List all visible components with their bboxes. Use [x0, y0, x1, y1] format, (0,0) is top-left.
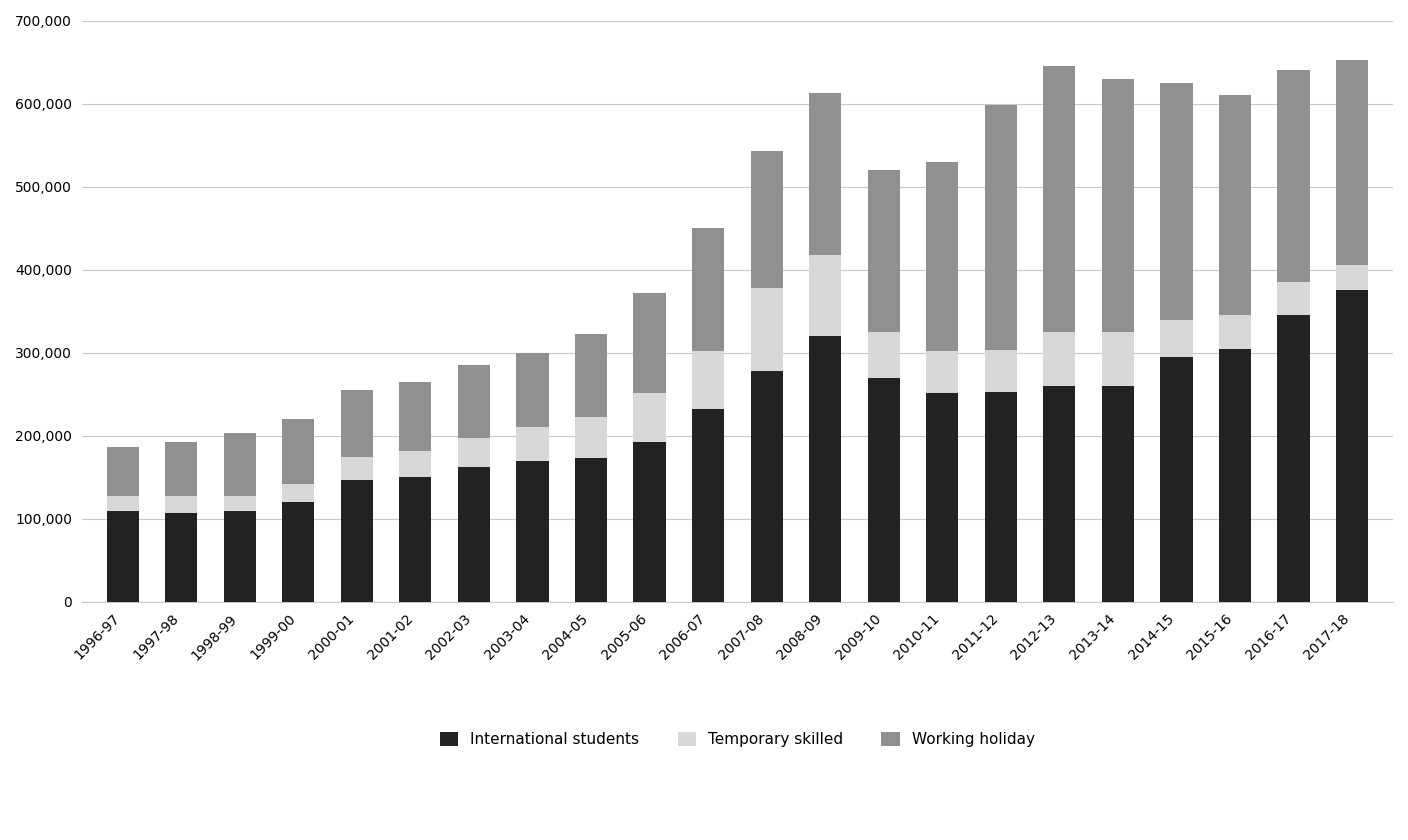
Bar — [1277, 71, 1309, 282]
Bar — [1102, 386, 1133, 602]
Bar — [1043, 386, 1076, 602]
Bar — [574, 458, 607, 602]
Bar — [984, 105, 1017, 350]
Bar — [984, 391, 1017, 602]
Bar — [224, 433, 256, 496]
Bar — [1336, 60, 1369, 265]
Bar — [400, 477, 431, 602]
Bar — [1043, 66, 1076, 332]
Bar — [165, 443, 197, 496]
Bar — [1102, 332, 1133, 386]
Bar — [574, 333, 607, 417]
Bar — [810, 255, 841, 336]
Bar — [867, 378, 900, 602]
Bar — [810, 336, 841, 602]
Bar — [400, 382, 431, 451]
Bar — [282, 419, 314, 484]
Bar — [107, 496, 139, 511]
Bar — [165, 496, 197, 513]
Bar — [517, 353, 549, 428]
Bar — [458, 467, 490, 602]
Bar — [1219, 349, 1252, 602]
Bar — [1160, 357, 1193, 602]
Bar — [1277, 315, 1309, 602]
Bar — [634, 392, 666, 443]
Bar — [224, 511, 256, 602]
Bar — [926, 161, 959, 351]
Bar — [1160, 319, 1193, 357]
Bar — [926, 392, 959, 602]
Bar — [1043, 332, 1076, 386]
Bar — [1336, 265, 1369, 290]
Bar — [574, 417, 607, 458]
Bar — [1102, 79, 1133, 332]
Bar — [517, 460, 549, 602]
Bar — [224, 496, 256, 511]
Bar — [1277, 282, 1309, 315]
Bar — [341, 390, 373, 457]
Bar — [400, 451, 431, 477]
Bar — [750, 151, 783, 288]
Bar — [341, 457, 373, 480]
Bar — [517, 428, 549, 460]
Bar — [1160, 83, 1193, 319]
Legend: International students, Temporary skilled, Working holiday: International students, Temporary skille… — [434, 726, 1041, 753]
Bar — [341, 480, 373, 602]
Bar — [750, 371, 783, 602]
Bar — [107, 448, 139, 496]
Bar — [458, 365, 490, 438]
Bar — [691, 228, 724, 351]
Bar — [634, 443, 666, 602]
Bar — [1219, 95, 1252, 315]
Bar — [1219, 315, 1252, 349]
Bar — [282, 502, 314, 602]
Bar — [458, 438, 490, 467]
Bar — [926, 351, 959, 392]
Bar — [282, 484, 314, 502]
Bar — [691, 351, 724, 409]
Bar — [867, 332, 900, 378]
Bar — [750, 288, 783, 371]
Bar — [691, 409, 724, 602]
Bar — [634, 293, 666, 392]
Bar — [810, 92, 841, 255]
Bar — [165, 513, 197, 602]
Bar — [107, 511, 139, 602]
Bar — [867, 170, 900, 332]
Bar — [1336, 290, 1369, 602]
Bar — [984, 350, 1017, 391]
